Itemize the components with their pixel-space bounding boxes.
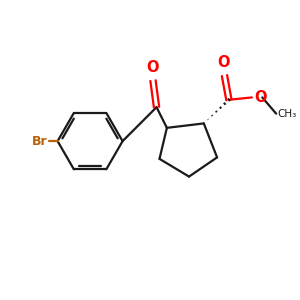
Text: O: O — [147, 60, 159, 75]
Text: Br: Br — [32, 135, 47, 148]
Text: O: O — [218, 55, 230, 70]
Text: O: O — [254, 90, 266, 105]
Text: CH₃: CH₃ — [278, 109, 297, 119]
